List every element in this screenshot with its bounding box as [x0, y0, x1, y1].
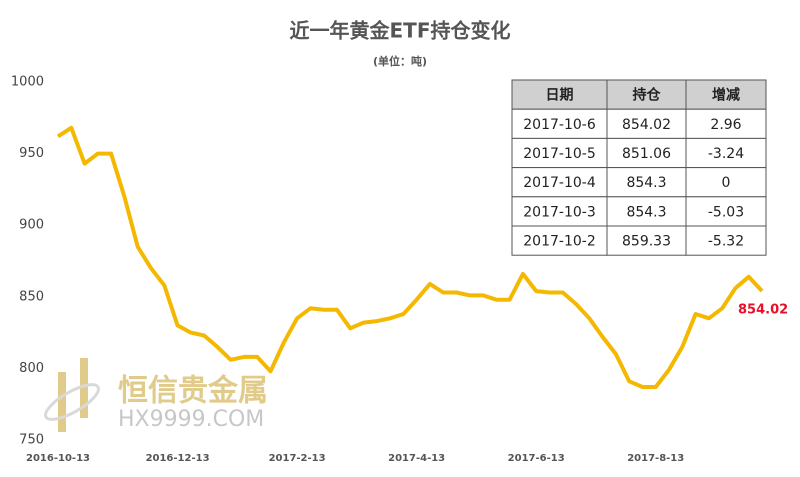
table-cell: [511, 167, 608, 198]
x-tick-label: 2016-10-13: [26, 453, 90, 464]
table-header-cell: [606, 79, 687, 110]
table-cell: [511, 108, 608, 139]
y-tick-label: 950: [19, 146, 44, 161]
x-tick-label: 2017-4-13: [388, 453, 445, 464]
table-cell-text: 2017-10-5: [523, 146, 595, 162]
table-cell-text: 854.02: [622, 117, 671, 133]
table-cell-text: -5.32: [708, 234, 744, 250]
table-cell-text: -5.03: [708, 204, 744, 220]
table-cell: [685, 167, 767, 198]
x-tick-label: 2017-6-13: [508, 453, 565, 464]
table-cell-text: 851.06: [622, 146, 671, 162]
table-cell-text: 2017-10-4: [523, 175, 596, 191]
table-cell: [511, 137, 608, 169]
watermark-logo: [58, 358, 88, 432]
watermark-name: 恒信贵金属: [118, 374, 268, 409]
watermark-site: HX9999.COM: [118, 407, 264, 432]
y-tick-label: 1000: [11, 75, 44, 90]
watermark-logo-ring: [44, 383, 100, 421]
y-tick-label: 750: [19, 433, 44, 448]
table-header-cell: [685, 79, 767, 110]
table-cell: [511, 225, 608, 256]
table-cell: [606, 137, 687, 169]
chart-subtitle: (单位：吨): [373, 54, 427, 68]
table-cell-text: 2.96: [710, 117, 741, 133]
table-cell-text: 2017-10-6: [523, 117, 596, 133]
y-tick-label: 900: [19, 218, 44, 233]
table-cell: [685, 108, 767, 139]
data-table: 日期 持仓 增减 2017-10-6 854.02 2.96 2017-10-5 851.06…: [511, 79, 767, 256]
x-tick-label: 2017-8-13: [627, 453, 684, 464]
table-header-text: 增减: [712, 87, 740, 104]
chart-title: 近一年黄金ETF持仓变化: [290, 19, 511, 43]
table-cell: [685, 196, 767, 227]
y-tick-label: 850: [19, 289, 44, 304]
table-header-text: 日期: [546, 88, 574, 104]
table-cell-text: 0: [722, 175, 731, 191]
table-cell-text: 2017-10-2: [523, 234, 595, 250]
table-cell-text: 854.3: [626, 204, 666, 220]
table-cell: [606, 225, 687, 256]
table-header-cell: [511, 79, 608, 110]
table-cell-text: 854.3: [626, 175, 666, 191]
data-label: 854.02: [738, 303, 788, 318]
x-tick-label: 2017-2-13: [269, 453, 326, 464]
table-header-text: 持仓: [633, 87, 662, 104]
watermark: 恒信贵金属 HX9999.COM: [44, 358, 268, 432]
data-line: [56, 125, 764, 389]
table-cell-text: 859.33: [622, 234, 671, 250]
table-cell-text: -3.24: [708, 146, 744, 162]
y-tick-label: 800: [19, 361, 44, 376]
table-cell-text: 2017-10-3: [523, 204, 595, 220]
x-tick-label: 2016-12-13: [146, 453, 210, 464]
table-cell: [685, 137, 767, 169]
table-cell: [685, 225, 767, 256]
